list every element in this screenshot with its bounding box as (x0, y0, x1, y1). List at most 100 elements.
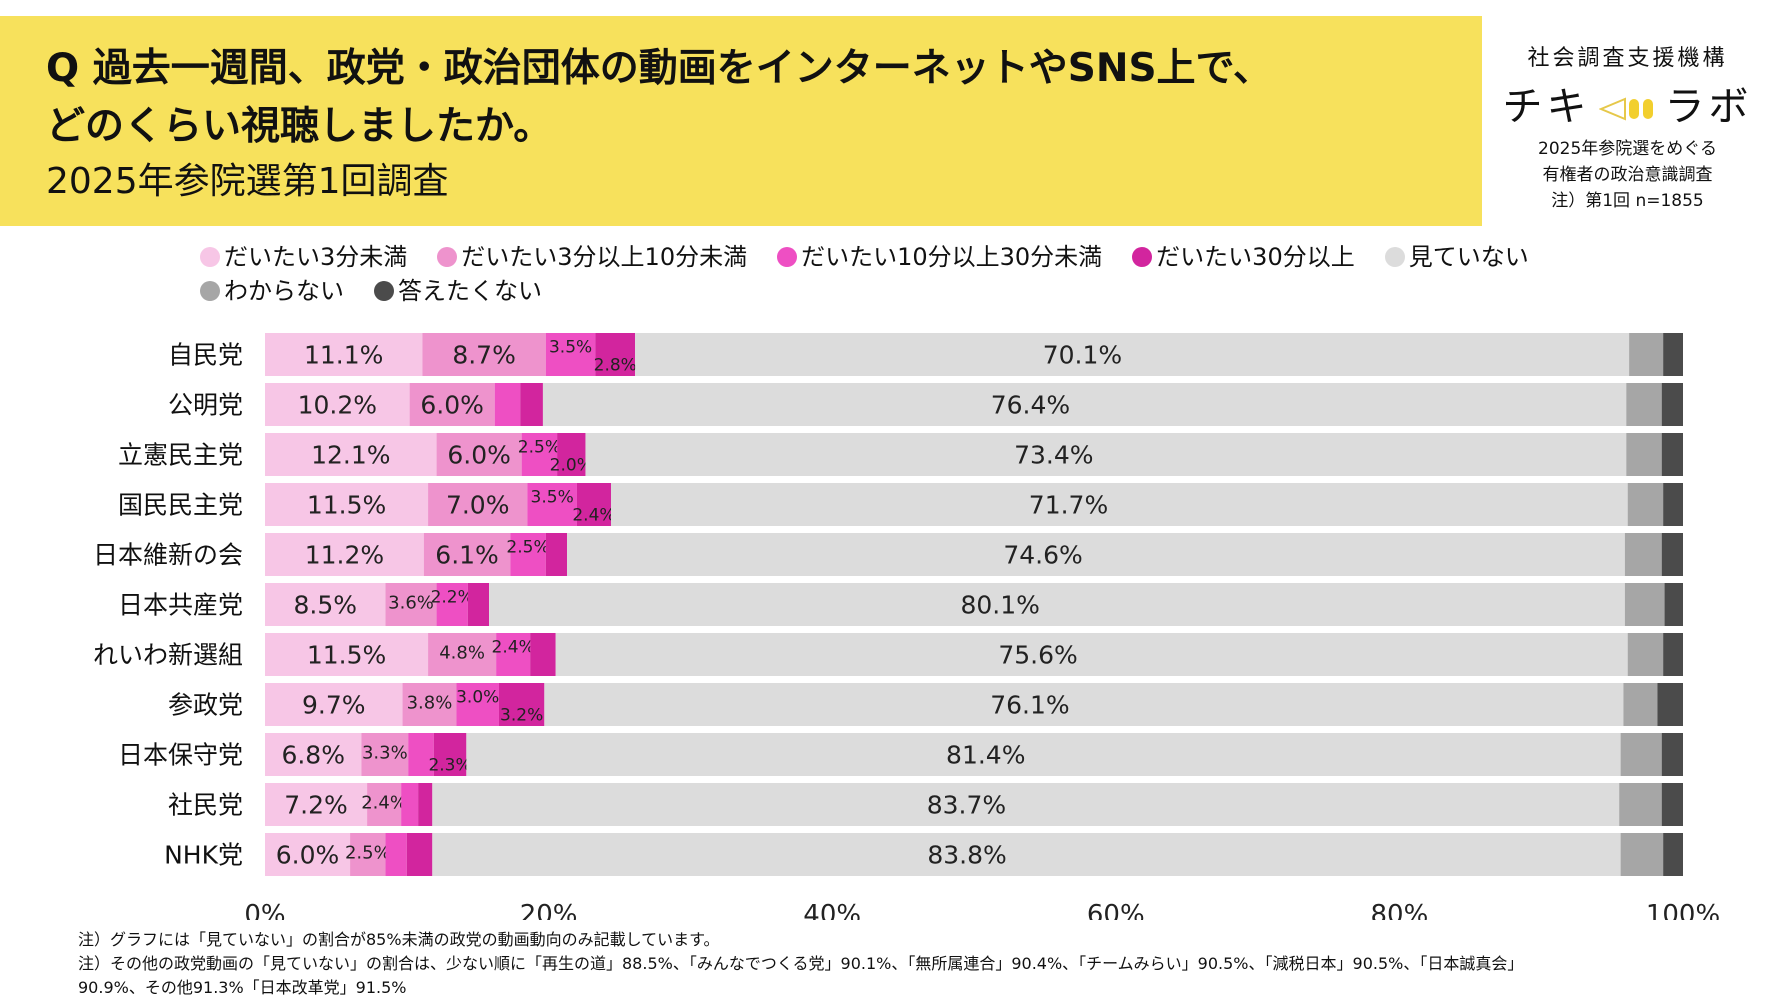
x-tick-label: 80% (1371, 900, 1429, 920)
legend-swatch (374, 281, 394, 301)
data-label: 73.4% (1014, 441, 1093, 470)
bar-segment (498, 683, 545, 726)
legend-label: だいたい30分以上 (1156, 243, 1355, 271)
data-label: 81.4% (946, 741, 1025, 770)
data-label: 3.8% (407, 693, 453, 714)
data-label: 2.4% (572, 506, 615, 526)
data-label: 6.8% (281, 741, 345, 770)
bar-segment (402, 683, 457, 726)
bar-segment (1661, 433, 1683, 476)
bar-segment (456, 683, 499, 726)
data-label: 3.6% (388, 593, 434, 614)
bar-segment (408, 733, 434, 776)
category-label: 公明党 (168, 391, 243, 420)
bar-segment (1619, 783, 1662, 826)
bar-segment (265, 683, 403, 726)
bar-segment (1661, 383, 1683, 426)
footnote-1: 注）グラフには「見ていない」の割合が85%未満の政党の動画動向のみ記載しています… (78, 930, 720, 949)
bar-segment (496, 633, 531, 676)
bar-segment (432, 783, 1620, 826)
bar-segment (542, 383, 1627, 426)
bar-segment (1657, 683, 1683, 726)
data-label: 3.2% (500, 706, 543, 726)
bar-segment (1664, 583, 1683, 626)
org-desc-line3: 注）第1回 n=1855 (1551, 191, 1704, 211)
survey-subtitle: 2025年参院選第1回調査 (46, 161, 449, 202)
data-label: 2.5% (518, 438, 561, 458)
data-label: 71.7% (1029, 491, 1108, 520)
legend-label: 見ていない (1408, 243, 1529, 271)
bar-segment (1620, 733, 1662, 776)
data-label: 2.5% (506, 538, 549, 558)
bar-segment (1624, 583, 1665, 626)
bar-segment (1626, 433, 1662, 476)
bar-segment (1629, 333, 1664, 376)
header-band (0, 16, 1482, 226)
bar-segment (385, 833, 407, 876)
legend-swatch (437, 247, 458, 267)
bar-segment (1663, 633, 1683, 676)
org-desc-line1: 2025年参院選をめぐる (1538, 139, 1717, 159)
bar-segment (1663, 483, 1683, 526)
data-label: 11.5% (307, 491, 386, 520)
bar-segment (265, 483, 429, 526)
bar-segment (265, 733, 362, 776)
bar-segment (1663, 833, 1683, 876)
bar-segment (361, 733, 409, 776)
legend-swatch (777, 247, 798, 267)
data-label: 3.0% (456, 688, 499, 708)
data-label: 10.2% (298, 391, 377, 420)
legend-item: だいたい3分未満 (200, 240, 407, 274)
bar-segment (433, 733, 467, 776)
bar-segment (1620, 833, 1664, 876)
legend-swatch (1384, 247, 1405, 267)
data-label: 76.1% (990, 691, 1069, 720)
org-desc-line2: 有権者の政治意識調査 (1542, 165, 1713, 185)
footnote-2: 注）その他の政党動画の「見ていない」の割合は、少ない順に「再生の道」88.5%、… (78, 954, 1524, 973)
legend-item: 見ていない (1384, 240, 1529, 274)
bar-segment (1661, 783, 1683, 826)
org-description: 2025年参院選をめぐる 有権者の政治意識調査 注）第1回 n=1855 (1482, 136, 1773, 214)
bar-segment (265, 433, 437, 476)
x-tick-label: 60% (1087, 900, 1145, 920)
data-label: 8.5% (294, 591, 358, 620)
bar-segment (610, 483, 1628, 526)
x-tick-label: 0% (244, 900, 285, 920)
category-label: 参政党 (168, 691, 243, 720)
bar-segment (521, 433, 558, 476)
bar-segment (544, 683, 1624, 726)
data-label: 11.5% (307, 641, 386, 670)
bar-segment (428, 633, 497, 676)
data-label: 80.1% (960, 591, 1039, 620)
data-label: 2.2% (431, 588, 474, 608)
bar-segment (401, 783, 419, 826)
question-title: Q 過去一週間、政党・政治団体の動画をインターネットやSNS上で、 どのくらい視… (46, 40, 1272, 156)
bar-segment (545, 333, 596, 376)
data-label: 2.4% (361, 793, 407, 814)
bar-segment (436, 433, 522, 476)
org-name: 社会調査支援機構 (1527, 46, 1728, 71)
chart-legend: だいたい3分未満 だいたい3分以上10分未満 だいたい10分以上30分未満 だいたい3… (200, 240, 1600, 308)
category-label: 日本保守党 (118, 741, 243, 770)
data-label: 6.0% (420, 391, 484, 420)
data-label: 9.7% (302, 691, 366, 720)
bar-segment (265, 533, 424, 576)
org-logo-left: チキ (1502, 84, 1591, 130)
bar-segment (423, 533, 511, 576)
category-label: NHK党 (164, 841, 243, 870)
bar-segment (265, 333, 423, 376)
data-label: 4.8% (439, 643, 485, 664)
legend-row-1: だいたい3分未満 だいたい3分以上10分未満 だいたい10分以上30分未満 だいたい3… (200, 240, 1600, 274)
legend-item: だいたい10分以上30分未満 (777, 240, 1102, 274)
bar-segment (466, 733, 1621, 776)
org-logo: チキ ラボ (1482, 74, 1773, 132)
bar-segment (635, 333, 1630, 376)
bar-segment (1627, 483, 1664, 526)
data-label: 7.2% (284, 791, 348, 820)
category-label: 国民民主党 (118, 491, 243, 520)
bar-segment (406, 833, 433, 876)
legend-label: だいたい3分未満 (224, 243, 408, 271)
data-label: 6.0% (276, 841, 340, 870)
bar-segment (418, 783, 433, 826)
category-label: れいわ新選組 (93, 641, 243, 670)
